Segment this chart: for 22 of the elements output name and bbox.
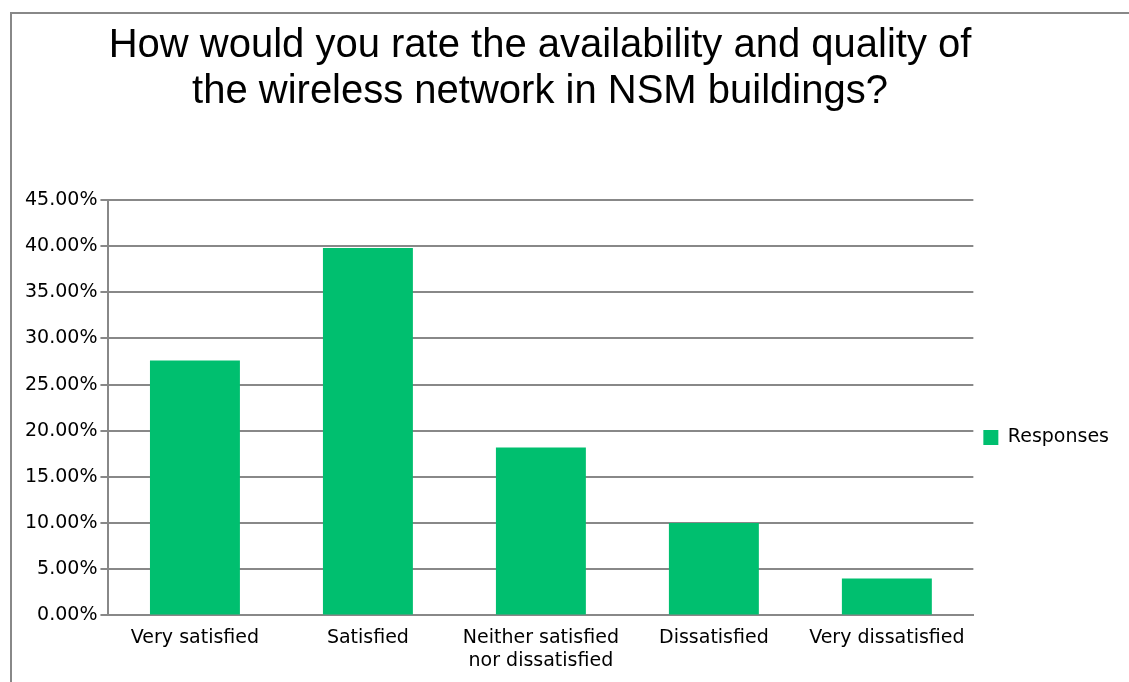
x-tick-label: Very satisfied — [130, 624, 260, 647]
y-tick-label: 45.00% — [24, 186, 98, 209]
bar — [149, 360, 240, 615]
x-tick-label: Neither satisfied nor dissatisfied — [462, 624, 619, 670]
y-tick-label: 25.00% — [24, 371, 98, 394]
y-tick-label: 40.00% — [24, 233, 98, 256]
legend-label: Responses — [1007, 424, 1110, 447]
x-tick-label: Dissatisfied — [659, 624, 769, 647]
bar — [495, 447, 586, 615]
y-tick-label: 15.00% — [24, 463, 98, 486]
chart-title: How would you rate the availability and quality of the wireless network in NSM buildings? — [107, 20, 973, 112]
x-tick-label: Very dissatisfied — [809, 624, 965, 647]
y-tick-label: 10.00% — [24, 510, 98, 533]
bar — [668, 523, 759, 615]
y-tick-label: 0.00% — [37, 602, 98, 625]
y-tick-label: 35.00% — [24, 279, 98, 302]
x-tick-label: Satisfied — [326, 624, 409, 647]
y-tick-label: 30.00% — [24, 325, 98, 348]
y-tick-label: 5.00% — [37, 556, 98, 579]
y-tick-label: 20.00% — [24, 417, 98, 440]
bar — [322, 248, 413, 615]
bar — [841, 578, 932, 615]
